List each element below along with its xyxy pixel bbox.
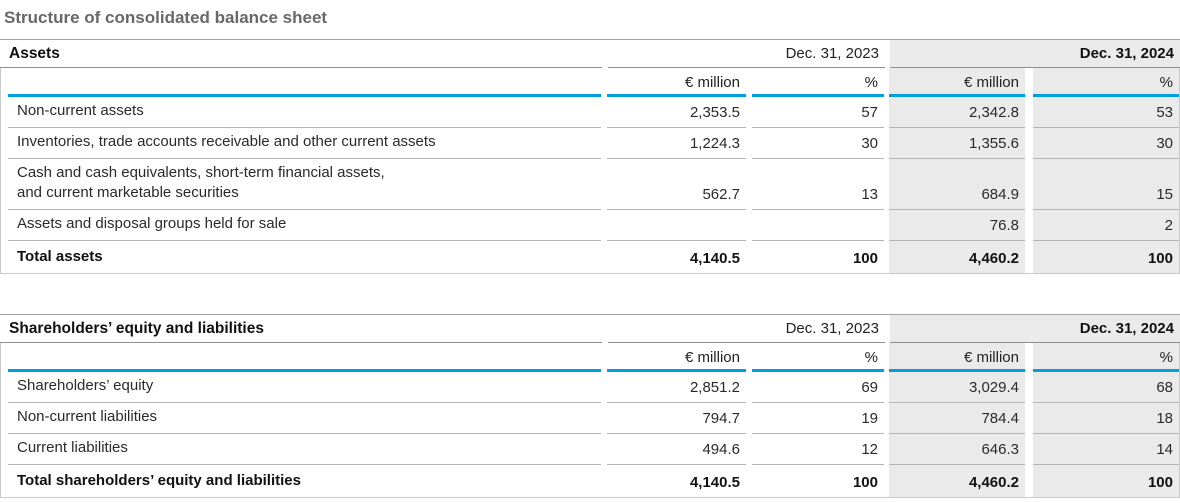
column-spacer xyxy=(1025,128,1033,159)
unit-2024-percent: % xyxy=(1033,68,1179,97)
value-2024-pct: 100 xyxy=(1033,241,1179,273)
value-2023-pct: 19 xyxy=(752,403,884,434)
value-2023-pct: 100 xyxy=(852,474,878,491)
value-2024-eur: 4,460.2 xyxy=(889,465,1025,497)
table-row: Assets and disposal groups held for sale… xyxy=(1,210,1179,241)
value-2024-eur: 684.9 xyxy=(889,159,1025,210)
value-2023-pct: 12 xyxy=(752,434,884,465)
value-2024-pct: 15 xyxy=(1033,159,1179,210)
unit-2024-percent: % xyxy=(1033,343,1179,372)
value-2024-pct: 14 xyxy=(1033,434,1179,465)
value-2023-eur: 794.7 xyxy=(607,403,746,434)
table-row: Cash and cash equivalents, short-term fi… xyxy=(1,159,1179,210)
column-header-2023: Dec. 31, 2023 xyxy=(608,40,885,68)
column-header-2024: Dec. 31, 2024 xyxy=(890,315,1180,343)
table-row: Current liabilities 494.6 12 646.3 14 xyxy=(1,434,1179,465)
assets-table-body: € million % € million % Non-current asse… xyxy=(0,68,1180,274)
unit-label-empty xyxy=(8,68,601,97)
row-label: Total shareholders’ equity and liabiliti… xyxy=(17,472,301,489)
column-spacer xyxy=(1025,68,1033,97)
column-spacer xyxy=(1025,465,1033,497)
value-2024-eur: 784.4 xyxy=(889,403,1025,434)
equity-header-row: Shareholders’ equity and liabilities Dec… xyxy=(0,314,1180,343)
row-label: Current liabilities xyxy=(8,434,601,465)
value-2024-eur: 646.3 xyxy=(889,434,1025,465)
value-2023-pct: 100 xyxy=(852,250,878,267)
unit-label-empty xyxy=(8,343,601,372)
unit-2023-million: € million xyxy=(607,68,746,97)
row-label: Total assets xyxy=(17,248,103,265)
column-spacer xyxy=(1025,97,1033,128)
total-row: Total assets 4,140.5 100 4,460.2 100 xyxy=(1,241,1179,273)
column-spacer xyxy=(1025,159,1033,210)
column-spacer xyxy=(1025,241,1033,273)
row-label: Non-current assets xyxy=(8,97,601,128)
value-2023-eur: 2,851.2 xyxy=(607,372,746,403)
value-2023-pct: 13 xyxy=(752,159,884,210)
value-2023-eur: 494.6 xyxy=(607,434,746,465)
unit-2023-million: € million xyxy=(607,343,746,372)
table-row: Non-current assets 2,353.5 57 2,342.8 53 xyxy=(1,97,1179,128)
table-title: Shareholders’ equity and liabilities xyxy=(0,315,602,343)
column-spacer xyxy=(1025,210,1033,241)
column-header-2023: Dec. 31, 2023 xyxy=(608,315,885,343)
value-2024-pct: 68 xyxy=(1033,372,1179,403)
unit-2023-percent: % xyxy=(752,343,884,372)
value-2024-eur: 2,342.8 xyxy=(889,97,1025,128)
value-2024-eur: 4,460.2 xyxy=(889,241,1025,273)
value-2024-pct: 53 xyxy=(1033,97,1179,128)
value-2024-eur: 3,029.4 xyxy=(889,372,1025,403)
unit-2024-million: € million xyxy=(889,68,1025,97)
column-spacer xyxy=(1025,343,1033,372)
unit-2023-percent: % xyxy=(752,68,884,97)
unit-header-row: € million % € million % xyxy=(1,343,1179,372)
unit-2024-million: € million xyxy=(889,343,1025,372)
table-row: Shareholders’ equity 2,851.2 69 3,029.4 … xyxy=(1,372,1179,403)
value-2024-pct: 30 xyxy=(1033,128,1179,159)
row-label: Non-current liabilities xyxy=(8,403,601,434)
value-2023-pct: 30 xyxy=(752,128,884,159)
row-label: Assets and disposal groups held for sale xyxy=(8,210,601,241)
column-spacer xyxy=(1025,372,1033,403)
value-2024-eur: 1,355.6 xyxy=(889,128,1025,159)
row-label: Cash and cash equivalents, short-term fi… xyxy=(8,159,601,210)
value-2023-pct: 69 xyxy=(752,372,884,403)
value-2024-pct: 18 xyxy=(1033,403,1179,434)
column-spacer xyxy=(1025,403,1033,434)
value-2023-pct xyxy=(752,210,884,241)
total-row: Total shareholders’ equity and liabiliti… xyxy=(1,465,1179,497)
equity-liabilities-table: Shareholders’ equity and liabilities Dec… xyxy=(0,314,1180,498)
value-2024-pct: 100 xyxy=(1033,465,1179,497)
value-2024-eur: 76.8 xyxy=(889,210,1025,241)
value-2024-pct: 2 xyxy=(1033,210,1179,241)
assets-header-row: Assets Dec. 31, 2023 Dec. 31, 2024 xyxy=(0,39,1180,68)
column-spacer xyxy=(1025,434,1033,465)
row-label: Inventories, trade accounts receivable a… xyxy=(8,128,601,159)
value-2023-eur: 562.7 xyxy=(607,159,746,210)
assets-table: Assets Dec. 31, 2023 Dec. 31, 2024 € mil… xyxy=(0,39,1180,274)
value-2023-eur: 2,353.5 xyxy=(607,97,746,128)
page-title: Structure of consolidated balance sheet xyxy=(4,8,328,27)
column-header-2024: Dec. 31, 2024 xyxy=(890,40,1180,68)
table-row: Inventories, trade accounts receivable a… xyxy=(1,128,1179,159)
value-2023-eur: 4,140.5 xyxy=(689,250,740,267)
unit-header-row: € million % € million % xyxy=(1,68,1179,97)
value-2023-eur xyxy=(607,210,746,241)
table-row: Non-current liabilities 794.7 19 784.4 1… xyxy=(1,403,1179,434)
value-2023-eur: 4,140.5 xyxy=(689,474,740,491)
value-2023-pct: 57 xyxy=(752,97,884,128)
row-label: Shareholders’ equity xyxy=(8,372,601,403)
table-title: Assets xyxy=(0,40,602,68)
value-2023-eur: 1,224.3 xyxy=(607,128,746,159)
equity-table-body: € million % € million % Shareholders’ eq… xyxy=(0,343,1180,498)
